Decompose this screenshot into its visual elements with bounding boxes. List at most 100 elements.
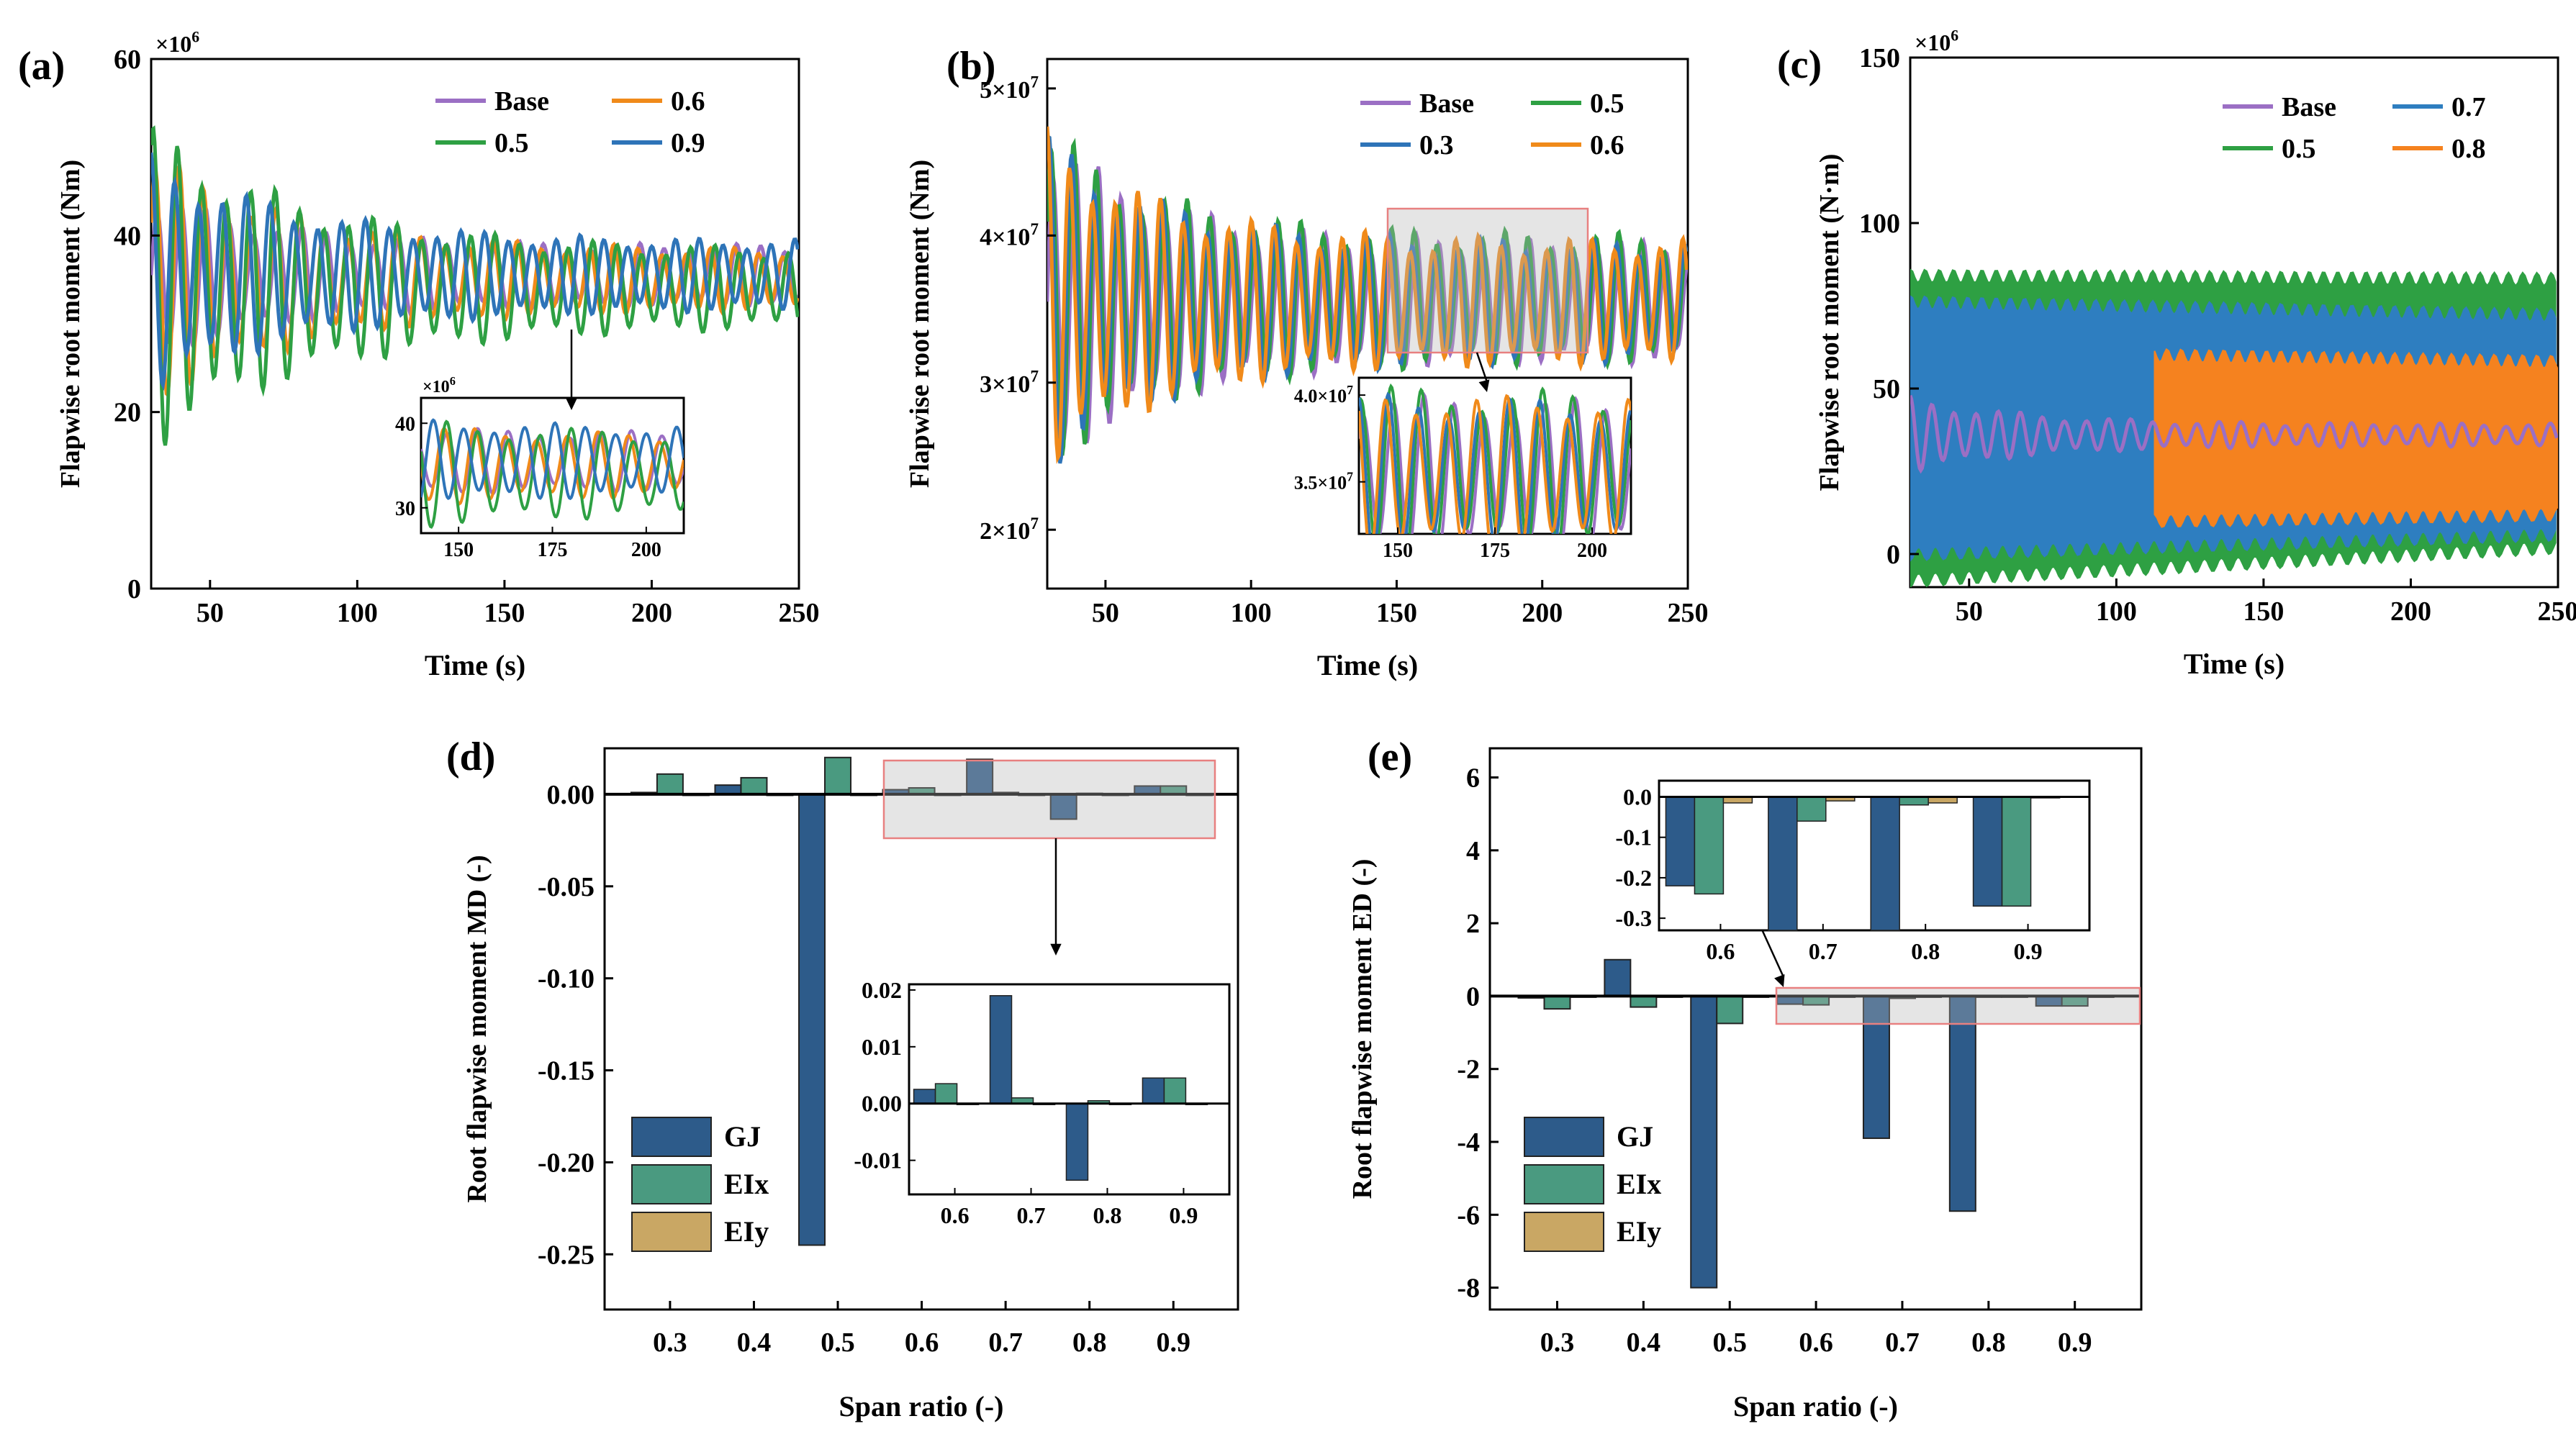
x-axis-label: Time (s): [1317, 649, 1418, 681]
y-tick-label: -8: [1457, 1274, 1480, 1304]
legend-swatch-EIx: [1524, 1164, 1604, 1204]
x-tick-label: 0.3: [653, 1328, 687, 1358]
zoom-arrow-head: [566, 398, 577, 410]
legend-label-0.5: 0.5: [494, 128, 529, 158]
inset-x-tick-label: 175: [1480, 540, 1510, 562]
series-group: [151, 125, 799, 446]
zoom-arrow: [1475, 352, 1488, 383]
y-axis-label: Flapwise root moment (Nm): [55, 160, 86, 488]
inset-bar-GJ-0.9: [1972, 796, 2003, 907]
bar-EIx-0.3: [656, 773, 684, 795]
legend-swatch-GJ: [631, 1117, 712, 1157]
x-tick-label: 100: [1231, 598, 1272, 628]
inset-x-tick-label: 0.8: [1911, 938, 1940, 964]
legend-label-Base: Base: [494, 86, 549, 117]
inset-bar-EIx-0.6: [1694, 796, 1725, 895]
x-tick-label: 50: [1092, 598, 1119, 628]
inset-y-tick-label: 3.5×107: [1294, 470, 1353, 494]
legend-label-0.5: 0.5: [2282, 134, 2316, 164]
x-tick-label: 250: [779, 598, 820, 628]
x-tick-label: 0.7: [1885, 1328, 1920, 1358]
x-tick-label: 0.6: [905, 1328, 939, 1358]
x-axis-label: Span ratio (-): [1733, 1390, 1898, 1422]
zoom-highlight: [882, 759, 1216, 840]
plot-frame: [1046, 58, 1689, 590]
inset-bar-GJ-0.6: [1665, 796, 1696, 886]
y-axis-label: Flapwise root moment (Nm): [905, 160, 935, 488]
inset-x-tick-label: 200: [1577, 540, 1607, 562]
y-tick-label: 4×107: [980, 220, 1039, 250]
plot-frame: [150, 58, 800, 590]
inset-x-tick-label: 150: [1383, 540, 1413, 562]
inset-bar-GJ-0.8: [1870, 796, 1900, 931]
y-axis-label: Root flapwise moment ED (-): [1347, 859, 1378, 1199]
legend-swatch-GJ: [1524, 1117, 1604, 1157]
inset-x-tick-label: 0.6: [941, 1202, 970, 1228]
y-tick-label: 6: [1466, 763, 1480, 794]
y-tick-label: 20: [114, 398, 141, 428]
y-tick-label: 50: [1873, 374, 1900, 404]
legend-label-0.8: 0.8: [2451, 134, 2486, 164]
series-Base-line: [1910, 394, 2558, 474]
y-tick-label: -0.25: [538, 1240, 595, 1270]
inset-series-0.6: [1359, 394, 1631, 534]
inset-bar-EIx-0.8: [1899, 796, 1929, 806]
x-tick-label: 0.9: [1157, 1328, 1191, 1358]
inset-bar-EIx-0.6: [934, 1083, 958, 1104]
zoom-highlight: [1386, 207, 1589, 354]
x-tick-label: 0.5: [1712, 1328, 1747, 1358]
inset-series-0.6: [421, 427, 684, 506]
inset-y-tick-label: 0.02: [862, 977, 902, 1003]
y-tick-label: 5×107: [980, 73, 1039, 104]
series-group: [1910, 268, 2558, 587]
x-tick-label: 200: [2390, 596, 2431, 627]
y-tick-label: 150: [1859, 43, 1900, 73]
inset-series-group: [421, 418, 684, 529]
inset-bar-GJ-0.8: [1065, 1102, 1089, 1181]
bar-GJ-0.7: [1862, 995, 1890, 1139]
y-tick-label: 60: [114, 45, 141, 75]
y-tick-label: 40: [114, 221, 141, 251]
inset-y-tick-label: -0.1: [1615, 825, 1652, 850]
zoom-arrow-head: [1478, 379, 1490, 392]
x-tick-label: 0.8: [1072, 1328, 1107, 1358]
x-tick-label: 0.5: [821, 1328, 855, 1358]
x-axis-label: Span ratio (-): [839, 1390, 1004, 1422]
inset-y-tick-label: 30: [395, 498, 415, 520]
y-tick-label: 4: [1466, 836, 1480, 866]
series-0.8-band: [2154, 348, 2558, 528]
inset-x-tick-label: 0.6: [1706, 938, 1735, 964]
inset-series-group: [1359, 383, 1631, 534]
inset-series-0.3: [1359, 391, 1631, 534]
inset-y-tick-label: 0.01: [862, 1034, 902, 1060]
x-tick-label: 0.3: [1540, 1328, 1575, 1358]
x-axis-label: Time (s): [2184, 648, 2284, 680]
inset-x-tick-label: 0.8: [1093, 1202, 1121, 1228]
x-tick-label: 250: [2538, 596, 2576, 627]
panel-label: (b): [946, 44, 995, 89]
inset-y-tick-label: -0.2: [1615, 865, 1652, 891]
bar-GJ-0.4: [1604, 958, 1632, 997]
y-tick-label: 0: [127, 574, 141, 604]
y-tick-label: 2×107: [980, 514, 1039, 545]
legend-label-EIy: EIy: [1617, 1215, 1661, 1248]
zoom-arrow-head: [1050, 943, 1062, 956]
inset-bar-EIx-0.7: [1797, 796, 1827, 822]
x-tick-label: 0.6: [1799, 1328, 1833, 1358]
inset-y-tick-label: -0.3: [1615, 905, 1652, 931]
bar-EIx-0.5: [824, 756, 852, 795]
y-tick-label: -0.15: [538, 1056, 595, 1086]
y-axis-label: Root flapwise moment MD (-): [462, 855, 492, 1202]
inset-bar-GJ-0.7: [1768, 796, 1798, 931]
bar-EIx-0.4: [1630, 995, 1658, 1008]
legend-label-Base: Base: [1419, 89, 1474, 119]
legend-swatch-EIy: [1524, 1212, 1604, 1252]
y-axis-label: Flapwise root moment (N·m): [1815, 154, 1845, 491]
y-tick-label: -2: [1457, 1055, 1480, 1085]
bar-EIx-0.3: [1543, 995, 1571, 1010]
inset-y-tick-label: 4.0×107: [1294, 383, 1353, 407]
zoom-arrow: [1761, 929, 1785, 978]
y-tick-label: 0.00: [547, 780, 595, 810]
legend-label-0.7: 0.7: [2451, 92, 2486, 122]
inset-bar-EIx-0.9: [1163, 1077, 1187, 1104]
